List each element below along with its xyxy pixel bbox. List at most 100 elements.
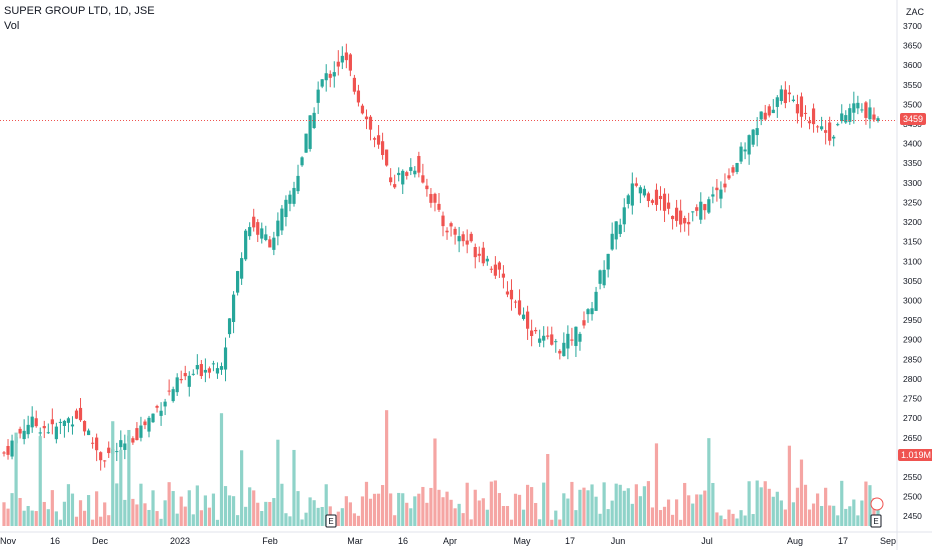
candle-body: [123, 443, 127, 450]
candle-body: [103, 460, 107, 462]
candle-body: [151, 413, 155, 423]
volume-bar: [2, 502, 6, 526]
volume-bar: [815, 493, 820, 526]
candle-body: [775, 97, 779, 107]
candle-body: [840, 113, 844, 122]
volume-bar: [505, 505, 510, 526]
volume-bar: [344, 496, 348, 526]
candle-body: [453, 228, 457, 235]
symbol-title: SUPER GROUP LTD, 1D, JSE: [4, 5, 155, 17]
candle-body: [783, 89, 787, 104]
volume-bar: [598, 513, 602, 526]
volume-bar: [538, 519, 542, 526]
volume-bar: [868, 485, 872, 526]
candle-body: [352, 77, 357, 92]
volume-bar: [336, 511, 340, 526]
candle-body: [610, 233, 614, 250]
candle-body: [598, 270, 602, 284]
volume-bar: [147, 509, 151, 526]
candle-body: [372, 138, 377, 140]
volume-bar: [66, 484, 71, 526]
candle-body: [731, 167, 735, 173]
y-tick-label: 2550: [903, 472, 922, 482]
volume-bar: [284, 513, 288, 526]
candle-body: [276, 220, 280, 237]
volume-bar: [236, 515, 240, 526]
volume-bar: [546, 454, 550, 526]
volume-bar: [99, 516, 103, 526]
candle-body: [449, 223, 453, 227]
volume-bar: [316, 507, 320, 526]
volume-bar: [675, 499, 679, 526]
candle-body: [376, 135, 381, 145]
volume-bar: [787, 445, 791, 526]
candle-body: [46, 432, 50, 434]
candle-body: [211, 363, 216, 365]
volume-bar: [50, 490, 54, 526]
volume-bar: [380, 485, 385, 526]
candle-body: [860, 109, 864, 111]
volume-bar: [296, 491, 300, 526]
volume-bar: [751, 514, 755, 526]
volume-bar: [219, 413, 224, 526]
volume-bar: [240, 450, 244, 526]
candle-body: [779, 89, 783, 102]
volume-bar: [453, 508, 457, 526]
volume-bar: [590, 484, 594, 526]
candle-body: [473, 247, 477, 258]
x-tick-label: Jun: [611, 536, 626, 546]
earnings-marker: E: [328, 517, 333, 526]
candle-body: [554, 341, 558, 343]
volume-bar: [437, 489, 441, 526]
volume-bar: [376, 493, 381, 526]
volume-bar: [38, 436, 42, 526]
candle-body: [803, 112, 808, 114]
volume-bar: [610, 500, 614, 526]
volume-bar: [469, 519, 473, 526]
volume-bar: [324, 484, 328, 526]
candle-body: [296, 175, 300, 192]
volume-bar: [292, 449, 296, 526]
candle-body: [505, 291, 510, 295]
candle-body: [441, 215, 445, 227]
candle-body: [815, 126, 820, 128]
candle-body: [340, 55, 344, 63]
x-tick-label: Apr: [443, 536, 457, 546]
candle-body: [566, 333, 570, 349]
candle-body: [763, 112, 767, 120]
x-tick-label: 16: [50, 536, 60, 546]
candle-body: [618, 224, 622, 234]
volume-value-badge: 1.019M: [898, 449, 932, 461]
candle-body: [755, 128, 759, 136]
volume-bar: [409, 508, 413, 526]
volume-bar: [433, 438, 437, 526]
candle-body: [687, 221, 691, 225]
candle-body: [236, 271, 240, 293]
volume-bar: [799, 459, 804, 526]
volume-bar: [755, 480, 759, 526]
volume-label: Vol: [4, 20, 20, 32]
volume-bar: [642, 486, 646, 526]
candle-body: [735, 162, 739, 172]
volume-bar: [227, 495, 232, 526]
candle-body: [445, 230, 449, 233]
candle-body: [530, 330, 534, 337]
candle-body: [360, 105, 365, 114]
volume-bar: [256, 502, 260, 526]
candle-body: [389, 177, 393, 183]
volume-bar: [252, 490, 256, 526]
candle-body: [131, 438, 135, 443]
volume-bar: [558, 519, 562, 526]
volume-bar: [372, 493, 377, 526]
candle-body: [739, 146, 743, 162]
volume-bar: [513, 493, 518, 526]
volume-bar: [622, 490, 626, 526]
y-tick-label: 2650: [903, 433, 922, 443]
candle-body: [477, 253, 481, 256]
candle-body: [525, 311, 530, 329]
candle-body: [191, 373, 195, 375]
candle-body: [743, 149, 747, 152]
candle-body: [811, 108, 816, 125]
candle-body: [675, 207, 679, 221]
